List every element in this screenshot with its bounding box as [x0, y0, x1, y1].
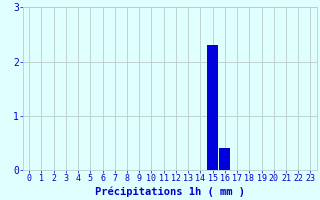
Bar: [207, 45, 218, 170]
Bar: [219, 148, 230, 170]
X-axis label: Précipitations 1h ( mm ): Précipitations 1h ( mm ): [95, 186, 245, 197]
